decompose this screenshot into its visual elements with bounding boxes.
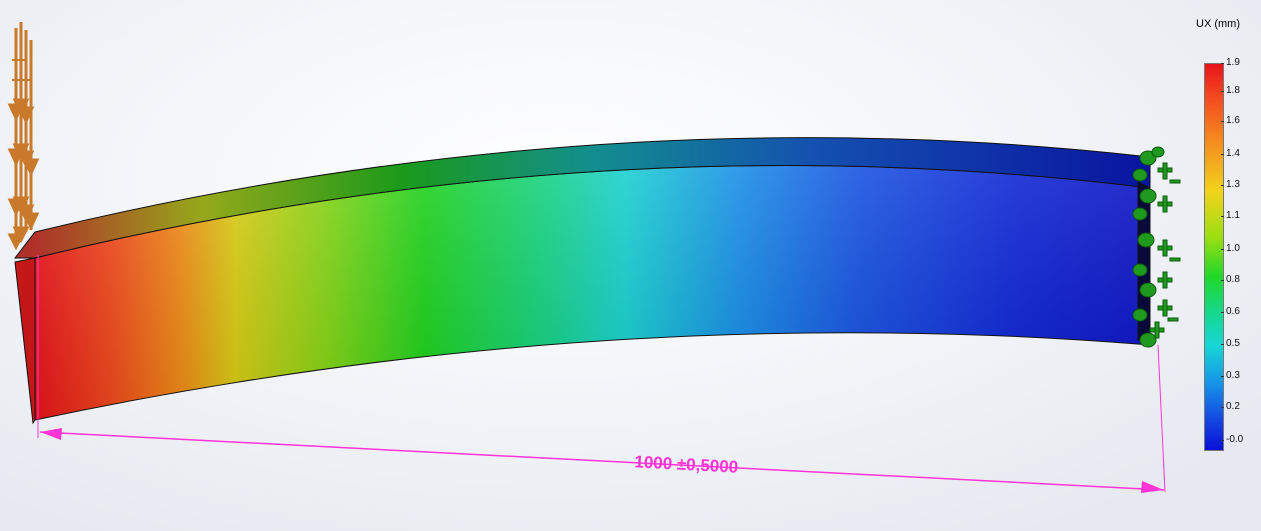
legend-tick: 0.6: [1221, 306, 1240, 317]
legend-tick: 0.8: [1221, 274, 1240, 285]
legend-tick: 1.8: [1221, 85, 1240, 96]
legend-tick: 0.5: [1221, 338, 1240, 349]
legend-title: UX (mm): [1196, 18, 1240, 30]
legend-tick: 1.4: [1221, 148, 1240, 159]
fixture-symbols[interactable]: [1132, 146, 1181, 348]
legend-tick: -0.0: [1220, 434, 1244, 445]
beam-front-shading: [35, 165, 1150, 420]
dimension-arrow-right: [1141, 481, 1164, 493]
legend-tick: 1.0: [1221, 243, 1240, 254]
dimension-line[interactable]: [39, 431, 1165, 491]
beam-top-face[interactable]: [13, 137, 1151, 259]
force-arrows[interactable]: [7, 22, 40, 251]
dimension-arrow-left: [40, 428, 62, 440]
dimension-label[interactable]: 1000 ±0,5000: [634, 452, 739, 476]
legend-tick: 1.1: [1221, 210, 1240, 221]
legend-tick: 1.6: [1221, 115, 1240, 126]
legend-colorbar: [1204, 63, 1224, 451]
legend-tick: 0.2: [1221, 401, 1240, 412]
dimension-extension-right: [1157, 344, 1166, 493]
legend-tick: 1.9: [1221, 57, 1240, 68]
beam-end-face[interactable]: [14, 257, 36, 425]
legend-tick: 1.3: [1221, 179, 1240, 190]
result-legend: UX (mm) 1.9 1.8 1.6 1.4 1.3 1.1 1.0 0.8 …: [1196, 18, 1258, 468]
legend-tick: 0.3: [1221, 370, 1240, 381]
